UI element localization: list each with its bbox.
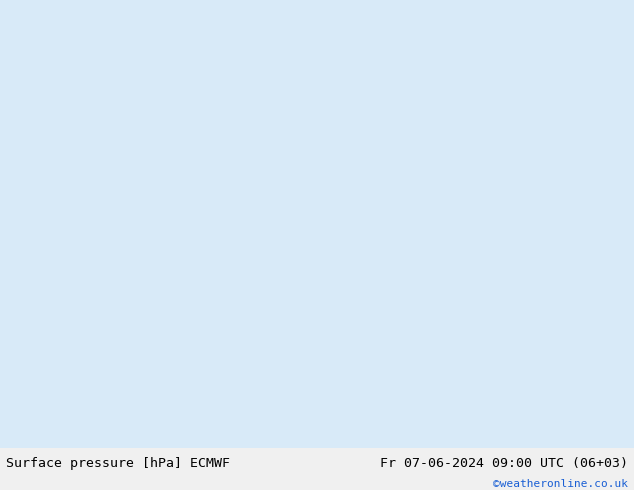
- Text: Surface pressure [hPa] ECMWF: Surface pressure [hPa] ECMWF: [6, 457, 230, 469]
- Text: 1013: 1013: [0, 439, 22, 448]
- Text: ©weatheronline.co.uk: ©weatheronline.co.uk: [493, 479, 628, 489]
- Text: 1013: 1013: [279, 214, 301, 222]
- Text: 1012: 1012: [101, 130, 123, 139]
- Text: Fr 07-06-2024 09:00 UTC (06+03): Fr 07-06-2024 09:00 UTC (06+03): [380, 457, 628, 469]
- Text: 1013: 1013: [374, 179, 396, 188]
- Text: 1013: 1013: [209, 27, 231, 36]
- Text: 1013: 1013: [399, 248, 421, 257]
- Text: 1012: 1012: [171, 130, 193, 139]
- Text: 1013: 1013: [190, 165, 212, 173]
- Text: 1013: 1013: [507, 297, 529, 306]
- Text: 1012: 1012: [101, 165, 123, 173]
- Text: 1008: 1008: [6, 91, 28, 100]
- Text: 1012: 1012: [178, 361, 199, 369]
- Text: 1013: 1013: [209, 91, 231, 100]
- Text: 1013: 1013: [254, 214, 275, 222]
- Text: 1013: 1013: [355, 223, 377, 232]
- Text: 1016: 1016: [552, 419, 573, 428]
- Text: 1012: 1012: [178, 297, 199, 306]
- Text: 1008: 1008: [273, 27, 294, 36]
- Text: 1012: 1012: [355, 174, 377, 183]
- Text: 1013: 1013: [190, 223, 212, 232]
- Text: 1013: 1013: [520, 351, 541, 360]
- Text: 1012: 1012: [298, 42, 320, 51]
- Text: 1012: 1012: [0, 223, 22, 232]
- Text: 1012: 1012: [0, 57, 22, 66]
- Text: 1016: 1016: [552, 189, 573, 198]
- Text: 1013: 1013: [241, 439, 262, 448]
- Text: 1020: 1020: [178, 424, 199, 433]
- Text: 1012: 1012: [323, 140, 345, 149]
- Text: 1013: 1013: [463, 272, 484, 281]
